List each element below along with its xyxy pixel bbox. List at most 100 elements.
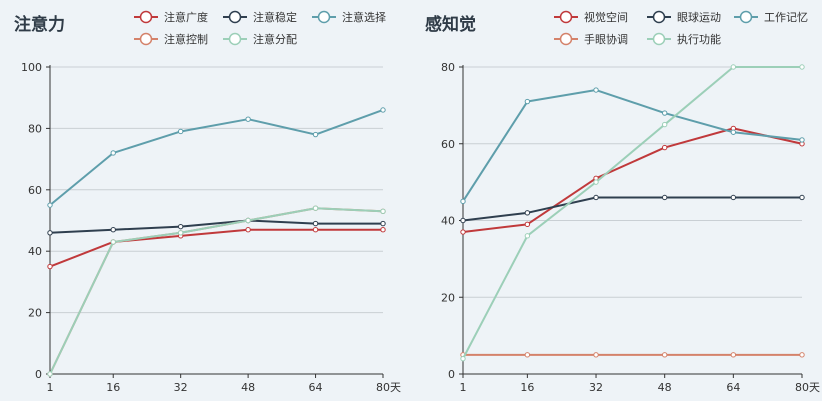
legend-label: 执行功能 xyxy=(677,32,721,46)
legend-swatch-marker xyxy=(559,32,573,46)
data-point xyxy=(799,352,805,358)
data-point xyxy=(312,220,319,227)
y-tick-label: 20 xyxy=(441,291,455,304)
legend-label: 眼球运动 xyxy=(677,10,721,24)
y-tick-label: 80 xyxy=(28,122,42,135)
series-line xyxy=(49,207,384,375)
data-point xyxy=(730,352,737,358)
data-point xyxy=(110,227,116,233)
data-point xyxy=(177,223,184,230)
y-tick-label: 0 xyxy=(35,368,42,381)
data-point xyxy=(110,150,116,156)
legend-label: 注意选择 xyxy=(342,10,386,24)
data-point xyxy=(47,371,53,377)
x-tick-label: 48 xyxy=(241,381,255,394)
data-point xyxy=(380,208,386,214)
data-point xyxy=(799,137,805,143)
legend-swatch-marker xyxy=(652,32,666,46)
y-tick-label: 20 xyxy=(28,307,42,320)
data-point xyxy=(799,64,805,70)
data-point xyxy=(524,352,531,358)
data-point xyxy=(47,230,53,236)
legend-label: 工作记忆 xyxy=(764,11,808,24)
data-point xyxy=(380,227,386,233)
series-line xyxy=(462,89,803,202)
data-point xyxy=(245,116,251,122)
x-tick-label: 64 xyxy=(726,381,740,394)
x-tick-label: 64 xyxy=(309,381,323,394)
data-point xyxy=(460,229,466,235)
data-point xyxy=(661,352,668,358)
data-point xyxy=(312,227,319,233)
chart-panel-attention: 注意力 0 20 40 60 80 100 1 16 32 48 64 80 天注意广度 注意稳定 注意选择… xyxy=(14,10,401,394)
x-tick-label: 48 xyxy=(658,381,672,394)
legend-label: 注意广度 xyxy=(164,10,208,24)
y-tick-label: 0 xyxy=(448,368,455,381)
data-point xyxy=(730,194,737,201)
legend-swatch-marker xyxy=(228,32,242,46)
data-point xyxy=(661,121,668,128)
data-point xyxy=(524,221,531,228)
series-line xyxy=(462,66,802,360)
series-line xyxy=(49,219,383,234)
data-point xyxy=(460,198,466,205)
data-point xyxy=(593,87,599,93)
chart-title: 注意力 xyxy=(14,15,65,35)
x-tick-label: 1 xyxy=(460,381,467,394)
legend-swatch-marker xyxy=(139,10,153,24)
x-tick-label: 16 xyxy=(106,381,120,394)
series-line xyxy=(49,109,384,206)
data-point xyxy=(593,352,599,358)
data-point xyxy=(730,64,737,70)
data-point xyxy=(312,205,319,211)
x-tick-label: 1 xyxy=(47,381,54,394)
legend-swatch-marker xyxy=(139,32,153,46)
data-point xyxy=(524,210,531,216)
x-tick-label: 80 xyxy=(376,381,390,394)
data-point xyxy=(110,239,116,245)
x-tick-label: 32 xyxy=(589,381,603,394)
data-point xyxy=(524,98,531,105)
y-tick-label: 100 xyxy=(21,61,42,74)
legend-swatch-marker xyxy=(228,10,242,24)
chart-panel-perception: 感知觉 0 20 40 60 80 1 16 32 48 64 80 天视觉空间 眼球运动 工作记忆 手眼协… xyxy=(411,0,822,401)
data-point xyxy=(245,227,251,233)
data-point xyxy=(593,194,599,201)
y-tick-label: 60 xyxy=(441,138,455,151)
data-point xyxy=(661,144,668,151)
x-tick-label: 16 xyxy=(520,381,534,394)
data-point xyxy=(245,217,251,224)
legend-swatch-marker xyxy=(317,10,331,24)
x-axis-unit: 天 xyxy=(809,381,820,394)
legend-label: 手眼协调 xyxy=(584,32,628,46)
data-point xyxy=(593,179,599,185)
x-axis-unit: 天 xyxy=(390,381,401,394)
data-point xyxy=(380,220,386,227)
y-tick-label: 40 xyxy=(28,245,42,258)
data-point xyxy=(799,194,805,201)
legend-swatch-marker xyxy=(559,10,573,24)
data-point xyxy=(380,107,386,113)
legend-swatch-marker xyxy=(652,10,666,24)
series-line xyxy=(49,228,383,268)
legend-label: 视觉空间 xyxy=(584,10,628,24)
data-point xyxy=(661,194,668,201)
legend-label: 注意分配 xyxy=(253,32,297,46)
x-tick-label: 32 xyxy=(174,381,188,394)
data-point xyxy=(177,128,184,135)
data-point xyxy=(47,263,53,270)
y-tick-label: 60 xyxy=(28,184,42,197)
data-point xyxy=(460,355,466,362)
data-point xyxy=(661,110,668,116)
x-tick-label: 80 xyxy=(795,381,809,394)
data-point xyxy=(312,131,319,138)
legend-label: 注意稳定 xyxy=(253,10,297,24)
chart-title: 感知觉 xyxy=(425,15,476,35)
series-line xyxy=(462,196,802,222)
data-point xyxy=(47,202,53,208)
y-tick-label: 40 xyxy=(441,215,455,228)
series-line xyxy=(462,127,803,234)
legend-swatch-marker xyxy=(739,10,753,24)
